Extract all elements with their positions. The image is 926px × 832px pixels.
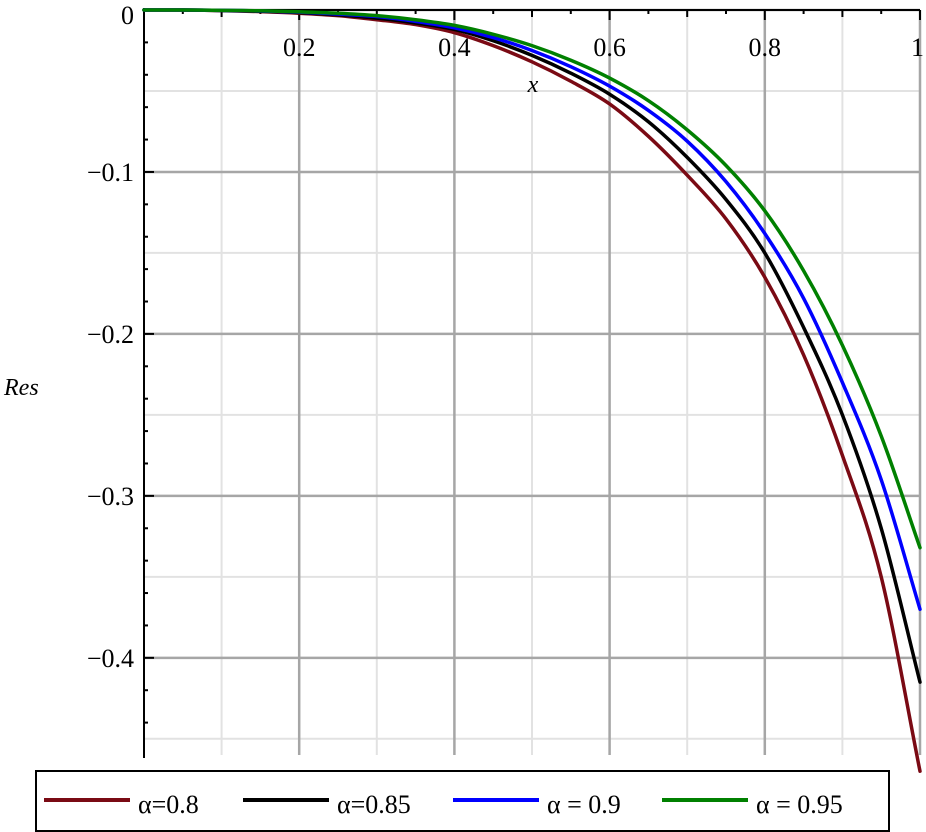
legend-label: α = 0.9 xyxy=(547,790,621,819)
x-tick-label: 0.6 xyxy=(593,33,626,62)
series-lines xyxy=(142,8,922,773)
x-tick-label: 0.4 xyxy=(438,33,471,62)
legend: α=0.8 α=0.85 α = 0.9 α = 0.95 xyxy=(35,770,890,832)
series-line xyxy=(142,8,922,550)
y-tick-label: 0 xyxy=(121,1,134,30)
legend-label: α = 0.95 xyxy=(756,790,843,819)
y-tick-label: −0.1 xyxy=(87,158,134,187)
y-tick-label: −0.2 xyxy=(87,320,134,349)
y-axis-label: Res xyxy=(3,375,39,401)
x-tick-label: 0.2 xyxy=(283,33,316,62)
grid xyxy=(144,8,922,755)
x-tick-label: 0.8 xyxy=(749,33,782,62)
tick-labels: 0.2 0.4 0.6 0.8 1 0 −0.1 −0.2 −0.3 −0.4 xyxy=(87,1,924,673)
legend-label: α=0.8 xyxy=(138,790,199,819)
legend-label: α=0.85 xyxy=(337,790,411,819)
y-tick-label: −0.3 xyxy=(87,482,134,511)
x-tick-label: 1 xyxy=(911,33,924,62)
y-tick-label: −0.4 xyxy=(87,644,134,673)
x-axis-label: x xyxy=(527,72,539,98)
